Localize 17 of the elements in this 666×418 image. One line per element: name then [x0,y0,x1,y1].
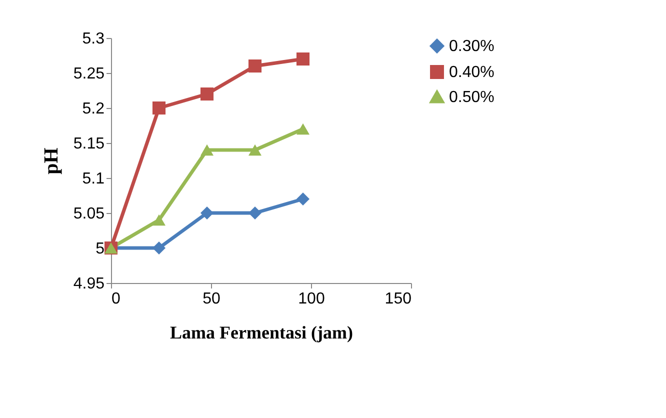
legend-label: 0.30% [449,38,494,55]
y-tick-label: 5.05 [73,206,105,222]
y-axis-title: pH [40,147,62,174]
legend-label: 0.50% [449,89,494,106]
y-tick-label: 5.15 [73,136,105,152]
x-tick-label: 0 [112,290,120,308]
y-tick-label: 5.25 [73,66,105,82]
y-tick-label: 4.95 [73,276,105,292]
x-axis-title: Lama Fermentasi (jam) [170,322,353,342]
y-tick-label: 5 [96,240,105,258]
y-tick-label: 5.3 [82,30,105,48]
x-tick-label: 50 [202,290,220,308]
y-tick-label: 5.1 [82,170,105,188]
x-tick-label: 150 [384,290,412,308]
x-tick-label: 100 [298,290,325,308]
legend-label: 0.40% [449,64,494,81]
y-tick-label: 5.2 [82,100,105,118]
